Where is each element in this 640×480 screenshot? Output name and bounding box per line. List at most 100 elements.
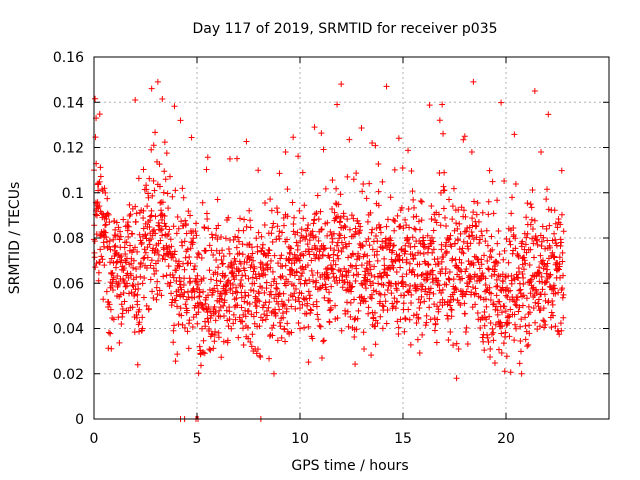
data-point <box>379 302 386 309</box>
data-point <box>266 355 273 362</box>
data-point <box>532 233 539 240</box>
data-point <box>108 270 115 277</box>
data-point <box>200 288 207 295</box>
data-point <box>140 255 147 262</box>
data-point <box>204 216 211 223</box>
data-point <box>282 262 289 269</box>
data-point <box>514 294 521 301</box>
data-point <box>544 275 551 282</box>
data-point <box>298 226 305 233</box>
data-point <box>103 234 110 241</box>
data-point <box>391 295 398 302</box>
data-point <box>453 340 460 347</box>
data-point <box>221 273 228 280</box>
data-point <box>390 242 397 249</box>
data-point <box>475 259 482 266</box>
data-point <box>199 325 206 332</box>
data-point <box>463 324 470 331</box>
data-point <box>203 166 210 173</box>
data-point <box>240 342 247 349</box>
data-point <box>288 329 295 336</box>
data-point <box>156 223 163 230</box>
data-point <box>154 78 161 85</box>
data-point <box>107 259 114 266</box>
data-point <box>387 194 394 201</box>
data-point <box>292 305 299 312</box>
data-point <box>112 242 119 249</box>
data-point <box>219 260 226 267</box>
data-point <box>406 224 413 231</box>
data-point <box>401 328 408 335</box>
data-point <box>414 283 421 290</box>
data-point <box>246 207 253 214</box>
data-point <box>402 281 409 288</box>
data-point <box>326 307 333 314</box>
data-point <box>270 322 277 329</box>
data-point <box>368 291 375 298</box>
data-point <box>441 169 448 176</box>
data-point <box>305 323 312 330</box>
data-point <box>418 217 425 224</box>
data-point <box>434 303 441 310</box>
data-point <box>319 354 326 361</box>
data-point <box>552 220 559 227</box>
data-point <box>134 301 141 308</box>
data-point <box>162 256 169 263</box>
data-point <box>189 323 196 330</box>
data-point <box>114 258 121 265</box>
data-point <box>324 232 331 239</box>
data-point <box>225 323 232 330</box>
data-point <box>461 291 468 298</box>
data-point <box>411 243 418 250</box>
data-point <box>242 272 249 279</box>
data-point <box>216 307 223 314</box>
data-point <box>484 331 491 338</box>
data-point <box>263 279 270 286</box>
data-point <box>295 294 302 301</box>
data-point <box>92 134 99 141</box>
data-point <box>535 303 542 310</box>
data-point <box>460 207 467 214</box>
data-point <box>324 219 331 226</box>
data-point <box>184 328 191 335</box>
data-point <box>452 284 459 291</box>
data-point <box>502 273 509 280</box>
data-point <box>380 282 387 289</box>
data-point <box>302 248 309 255</box>
data-point <box>137 273 144 280</box>
data-point <box>425 243 432 250</box>
data-point <box>420 250 427 257</box>
data-point <box>150 142 157 149</box>
data-point <box>159 255 166 262</box>
data-point <box>535 269 542 276</box>
data-point <box>418 198 425 205</box>
data-point <box>472 223 479 230</box>
data-point <box>161 139 168 146</box>
data-point <box>367 209 374 216</box>
data-point <box>357 300 364 307</box>
data-point <box>440 130 447 137</box>
data-point <box>494 282 501 289</box>
data-point <box>482 275 489 282</box>
data-point <box>313 279 320 286</box>
data-point <box>482 282 489 289</box>
data-point <box>106 219 113 226</box>
data-point <box>494 197 501 204</box>
data-point <box>318 226 325 233</box>
data-point <box>517 323 524 330</box>
data-point <box>381 255 388 262</box>
data-point <box>481 309 488 316</box>
data-point <box>384 216 391 223</box>
data-point <box>239 241 246 248</box>
data-point <box>279 229 286 236</box>
data-point <box>349 283 356 290</box>
data-point <box>231 261 238 268</box>
data-point <box>496 251 503 258</box>
data-point <box>232 316 239 323</box>
data-point <box>329 235 336 242</box>
data-point <box>402 216 409 223</box>
data-point <box>512 235 519 242</box>
data-point <box>165 263 172 270</box>
data-point <box>270 370 277 377</box>
data-point <box>311 124 318 131</box>
